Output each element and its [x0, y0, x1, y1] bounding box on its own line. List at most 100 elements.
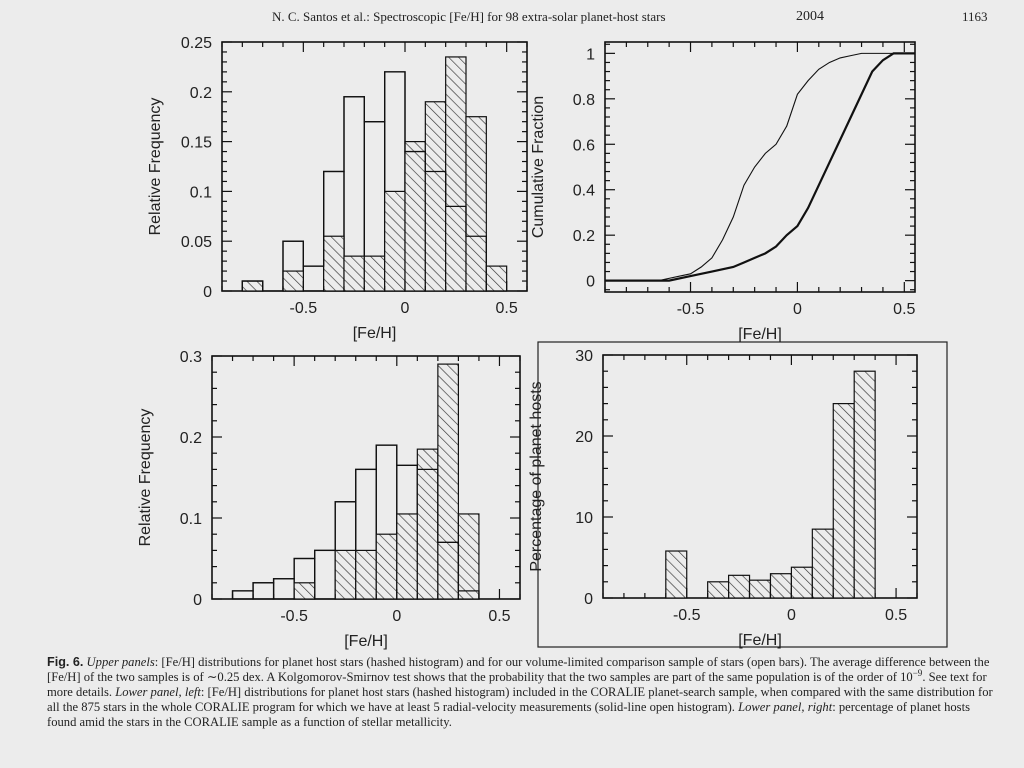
hashed-bar	[445, 56, 467, 292]
series-hashed	[665, 370, 876, 599]
hashed-bar	[728, 574, 751, 599]
x-tick-label: 0.5	[893, 301, 915, 318]
hashed-bar	[485, 265, 508, 292]
y-tick-label: 0.4	[573, 183, 595, 200]
running-header: N. C. Santos et al.: Spectroscopic [Fe/H…	[0, 0, 1024, 32]
x-tick-label: 0.5	[496, 300, 518, 317]
hashed-bar	[355, 549, 377, 600]
hashed-bar	[424, 101, 447, 292]
hashed-bar	[769, 573, 792, 599]
hashed-bar	[811, 528, 834, 599]
running-title: N. C. Santos et al.: Spectroscopic [Fe/H…	[272, 9, 666, 24]
y-tick-label: 30	[575, 348, 593, 365]
hashed-bar	[323, 235, 345, 292]
x-tick-label: 0	[392, 608, 401, 625]
caption-lower-left-label: Lower panel, left	[115, 685, 201, 699]
panel-border	[537, 341, 948, 648]
caption-text-1: : [Fe/H] distributions for planet host s…	[47, 655, 990, 684]
y-tick-label: 0.1	[180, 511, 202, 528]
hashed-bar	[241, 280, 264, 292]
y-tick-label: 0.05	[181, 234, 212, 251]
open-histogram-outline	[241, 71, 507, 292]
x-tick-label: 0	[401, 300, 410, 317]
caption-lower-right-label: Lower panel, right	[738, 700, 833, 714]
chart-upper-right-cumulative: -0.5 0 0.5 0 0.2 0.4 0.6 0.8 1 [Fe/H] Cumulative F…	[530, 41, 916, 343]
x-tick-label: 0.5	[885, 607, 907, 624]
y-tick-label: 0.6	[573, 137, 595, 154]
cumulative-line-thick	[605, 52, 915, 282]
x-tick-label: 0	[787, 607, 796, 624]
y-tick-label: 0.2	[573, 228, 595, 245]
caption-text-3: : [Fe/H] distributions for planet host s…	[47, 685, 993, 714]
hashed-bar	[853, 370, 876, 599]
y-tick-label: 0	[193, 592, 202, 609]
x-tick-label: -0.5	[280, 608, 308, 625]
y-axis-label: Relative Frequency	[137, 409, 154, 547]
hashed-bar	[343, 255, 365, 292]
caption-exponent: −9	[912, 667, 923, 678]
x-tick-label: -0.5	[673, 607, 701, 624]
year-label: 2004	[796, 9, 824, 24]
open-histogram-outline	[231, 444, 480, 599]
x-tick-label: 0	[793, 301, 802, 318]
y-tick-label: 20	[575, 429, 593, 446]
y-tick-label: 0.3	[180, 349, 202, 366]
hashed-bar	[334, 549, 357, 600]
y-axis-label: Percentage of planet hosts	[528, 381, 545, 571]
chart-upper-left-histogram: -0.5 0 0.5 0 0.05 0.1 0.15 0.2 0.25 [Fe/H] Relativ…	[147, 35, 528, 342]
hashed-bar	[465, 116, 487, 292]
y-tick-label: 0.2	[180, 430, 202, 447]
series-hashed	[241, 56, 508, 292]
y-tick-label: 0.1	[190, 184, 212, 201]
hashed-bar	[384, 190, 406, 292]
hashed-bar	[363, 255, 386, 292]
open-bar	[272, 578, 295, 600]
hashed-bar	[293, 582, 316, 600]
y-axis-label: Relative Frequency	[147, 98, 164, 236]
y-tick-label: 10	[575, 510, 593, 527]
caption-fig-label: Fig. 6.	[47, 655, 84, 669]
hashed-bar	[707, 581, 730, 599]
hashed-bar	[665, 550, 688, 599]
y-tick-label: 1	[586, 46, 595, 63]
hashed-bar	[416, 448, 439, 600]
hashed-bar	[457, 513, 480, 600]
chart-lower-right-percentage: -0.5 0 0.5 0 10 20 30 [Fe/H] Percentage of plane…	[528, 341, 948, 649]
x-axis-label: [Fe/H]	[353, 325, 397, 342]
y-tick-label: 0	[584, 591, 593, 608]
hashed-bar	[748, 579, 772, 599]
hashed-bar	[437, 363, 460, 600]
x-tick-label: -0.5	[290, 300, 318, 317]
caption-text-2: . See text for more details.	[47, 670, 987, 699]
y-tick-label: 0.2	[190, 85, 212, 102]
plot-frame	[604, 41, 916, 293]
hashed-bar	[404, 140, 426, 292]
open-bar	[231, 590, 254, 600]
cumulative-line-thin	[605, 52, 915, 282]
x-tick-label: 0.5	[488, 608, 510, 625]
y-tick-label: 0.15	[181, 135, 212, 152]
x-axis-label: [Fe/H]	[738, 326, 782, 343]
caption-upper-panels-label: Upper panels	[86, 655, 155, 669]
open-bar	[252, 582, 275, 600]
figure-caption: Fig. 6. Upper panels: [Fe/H] distributio…	[47, 655, 997, 730]
x-axis-label: [Fe/H]	[344, 633, 388, 650]
series-hashed	[293, 363, 480, 600]
chart-lower-left-histogram: -0.5 0 0.5 0 0.1 0.2 0.3 [Fe/H] Relative Frequen…	[137, 349, 521, 650]
x-tick-label: -0.5	[677, 301, 705, 318]
hashed-bar	[790, 566, 813, 599]
caption-text-4: : percentage of planet hosts found amid …	[47, 700, 970, 729]
hashed-bar	[375, 533, 398, 600]
hashed-bar	[396, 513, 418, 600]
y-tick-label: 0	[586, 274, 595, 291]
y-axis-label: Cumulative Fraction	[530, 96, 547, 238]
hashed-bar	[282, 270, 304, 292]
page-number: 1163	[962, 9, 988, 24]
y-tick-label: 0	[203, 284, 212, 301]
y-tick-label: 0.8	[573, 92, 595, 109]
hashed-bar	[832, 402, 855, 599]
open-bar	[302, 265, 325, 292]
y-tick-label: 0.25	[181, 35, 212, 52]
x-axis-label: [Fe/H]	[738, 632, 782, 649]
open-bar	[314, 549, 336, 600]
